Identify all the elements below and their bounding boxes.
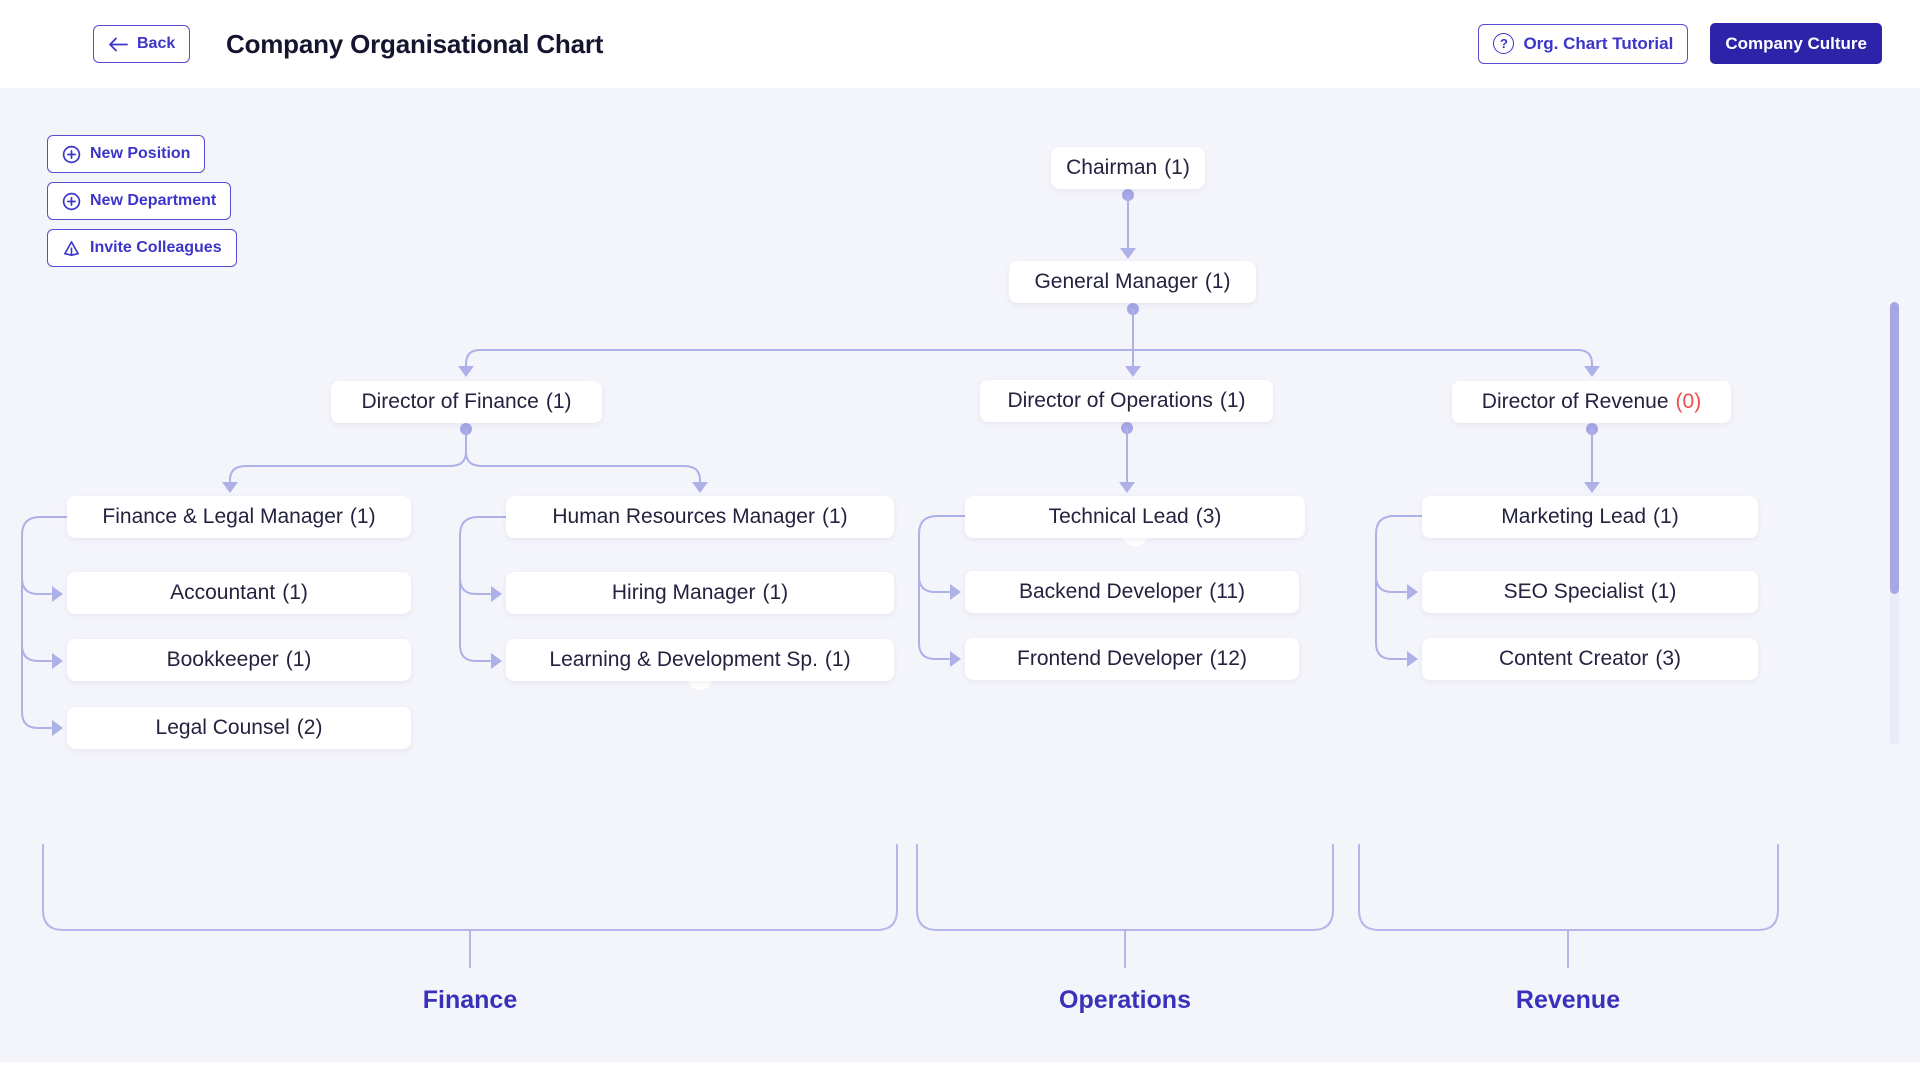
- back-button[interactable]: Back: [93, 25, 191, 63]
- back-button-label: Back: [137, 35, 176, 52]
- arrow-left-icon: [109, 37, 128, 51]
- org-node-count: (2): [296, 716, 323, 739]
- org-node-title: Content Creator: [1498, 647, 1649, 670]
- culture-button-label: Company Culture: [1725, 33, 1867, 53]
- org-node-accountant[interactable]: Accountant (1): [67, 572, 411, 614]
- org-node-backend-developer[interactable]: Backend Developer (11): [965, 571, 1299, 613]
- org-node-title: Director of Finance: [361, 390, 539, 413]
- org-node-count: (1): [821, 505, 848, 528]
- org-node-count: (1): [1650, 580, 1677, 603]
- org-node-title: Finance & Legal Manager: [102, 505, 343, 528]
- org-node-title: Learning & Development Sp.: [549, 648, 818, 671]
- plus-circle-icon: [62, 145, 81, 163]
- help-circle-icon: ?: [1493, 33, 1515, 54]
- org-node-title: Bookkeeper: [166, 648, 279, 671]
- org-node-title: Director of Revenue: [1481, 390, 1669, 413]
- org-node-director-finance[interactable]: Director of Finance (1): [331, 381, 602, 423]
- org-node-title: Accountant: [170, 581, 276, 604]
- org-node-count: (0): [1675, 390, 1702, 413]
- org-node-count: (1): [1164, 156, 1190, 179]
- org-node-director-operations[interactable]: Director of Operations (1): [980, 380, 1273, 422]
- org-node-count: (1): [545, 390, 572, 413]
- org-node-frontend-developer[interactable]: Frontend Developer (12): [965, 638, 1299, 680]
- company-culture-button[interactable]: Company Culture: [1710, 23, 1882, 64]
- org-node-count: (3): [1195, 505, 1222, 528]
- department-label-revenue: Revenue: [1515, 986, 1621, 1014]
- org-node-count: (1): [282, 581, 308, 604]
- org-node-title: Legal Counsel: [155, 716, 290, 739]
- plus-circle-icon: [62, 192, 81, 210]
- org-node-title: SEO Specialist: [1503, 580, 1644, 603]
- org-node-title: Hiring Manager: [611, 581, 756, 604]
- org-chart-tutorial-button[interactable]: ? Org. Chart Tutorial: [1478, 23, 1689, 64]
- org-node-count: (12): [1209, 647, 1247, 670]
- org-node-count: (1): [285, 648, 312, 671]
- top-bar-actions: ? Org. Chart Tutorial Company Culture: [1478, 23, 1882, 64]
- new-position-label: New Position: [90, 145, 191, 162]
- org-node-title: Director of Operations: [1007, 389, 1213, 412]
- org-node-title: Chairman: [1066, 156, 1158, 179]
- org-node-legal-counsel[interactable]: Legal Counsel (2): [67, 707, 411, 749]
- org-node-title: General Manager: [1034, 270, 1198, 293]
- new-position-button[interactable]: New Position: [47, 135, 206, 173]
- org-node-count: (1): [1219, 389, 1246, 412]
- org-node-marketing-lead[interactable]: Marketing Lead (1): [1422, 496, 1758, 538]
- org-node-title: Technical Lead: [1048, 505, 1189, 528]
- org-node-title: Backend Developer: [1018, 580, 1203, 603]
- org-node-count: (1): [1653, 505, 1679, 528]
- org-node-learning-development[interactable]: Learning & Development Sp. (1): [506, 639, 894, 681]
- send-icon: [64, 240, 79, 256]
- tutorial-button-label: Org. Chart Tutorial: [1523, 33, 1674, 53]
- org-node-count: (1): [349, 505, 376, 528]
- org-node-hr-manager[interactable]: Human Resources Manager (1): [506, 496, 894, 538]
- invite-colleagues-label: Invite Colleagues: [90, 239, 222, 256]
- invite-colleagues-button[interactable]: Invite Colleagues: [47, 229, 237, 267]
- org-node-bookkeeper[interactable]: Bookkeeper (1): [67, 639, 411, 681]
- org-node-count: (1): [1204, 270, 1231, 293]
- org-node-technical-lead[interactable]: Technical Lead (3): [965, 496, 1305, 538]
- org-node-count: (1): [824, 648, 851, 671]
- org-node-finance-legal-manager[interactable]: Finance & Legal Manager (1): [67, 496, 411, 538]
- org-node-director-revenue[interactable]: Director of Revenue (0): [1452, 381, 1731, 423]
- org-node-content-creator[interactable]: Content Creator (3): [1422, 638, 1758, 680]
- org-node-title: Marketing Lead: [1501, 505, 1647, 528]
- new-department-button[interactable]: New Department: [47, 182, 232, 220]
- org-node-count: (3): [1655, 647, 1682, 670]
- org-node-count: (11): [1209, 580, 1246, 603]
- top-bar: Back Company Organisational Chart ? Org.…: [0, 0, 1920, 88]
- new-department-label: New Department: [90, 192, 217, 209]
- org-node-chairman[interactable]: Chairman (1): [1051, 147, 1205, 189]
- scrollbar-thumb[interactable]: [1890, 302, 1899, 594]
- org-node-title: Frontend Developer: [1017, 647, 1203, 670]
- action-button-stack: New Position New Department Invite Colle…: [47, 135, 237, 267]
- canvas-bottom-edge: [0, 1062, 1920, 1080]
- org-node-hiring-manager[interactable]: Hiring Manager (1): [506, 572, 894, 614]
- org-node-general-manager[interactable]: General Manager (1): [1009, 261, 1256, 303]
- org-node-seo-specialist[interactable]: SEO Specialist (1): [1422, 571, 1758, 613]
- org-node-title: Human Resources Manager: [552, 505, 815, 528]
- department-label-operations: Operations: [1059, 986, 1191, 1014]
- department-label-finance: Finance: [422, 986, 518, 1014]
- page-title: Company Organisational Chart: [226, 28, 604, 59]
- org-node-count: (1): [762, 581, 789, 604]
